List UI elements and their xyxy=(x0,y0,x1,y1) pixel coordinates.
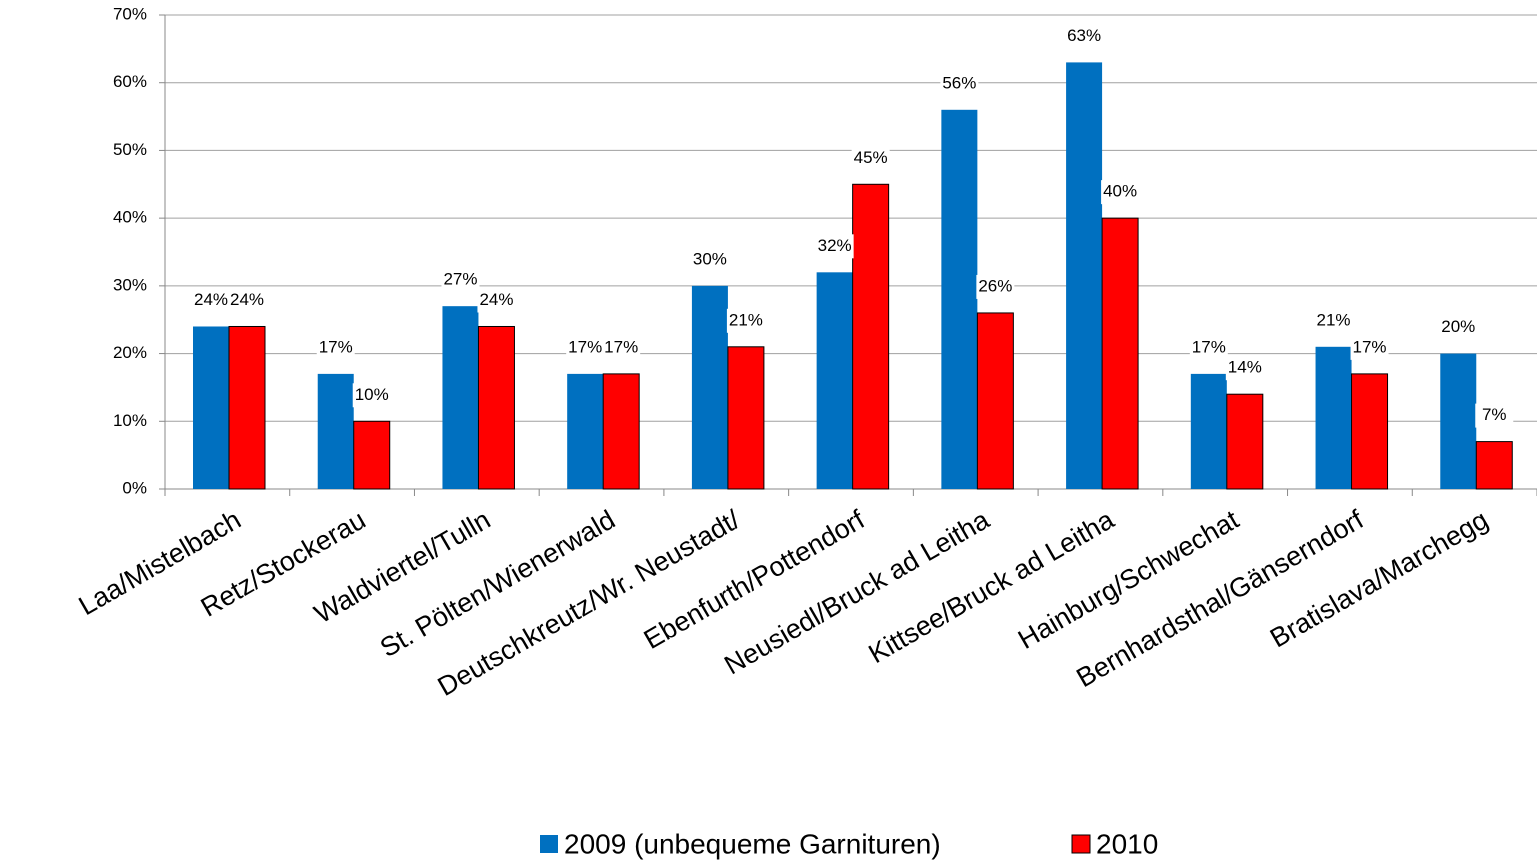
label-bg xyxy=(228,288,266,313)
value-label: 17% xyxy=(319,337,353,356)
label-bg xyxy=(1101,180,1140,205)
value-label: 17% xyxy=(604,337,638,356)
x-tick-label: Bratislava/Marchegg xyxy=(1265,504,1493,653)
x-tick-label: Ebenfurth/Pottendorf xyxy=(639,504,870,655)
y-tick-label: 50% xyxy=(113,140,147,159)
value-label: 24% xyxy=(479,290,513,309)
bar xyxy=(852,183,890,490)
value-label: 45% xyxy=(854,148,888,167)
label-bg xyxy=(602,335,641,360)
bar xyxy=(228,325,266,490)
y-tick-label: 60% xyxy=(113,72,147,91)
label-bg xyxy=(1475,403,1514,428)
label-bg xyxy=(441,268,480,293)
label-bg xyxy=(352,383,391,408)
bar xyxy=(1440,353,1477,489)
bar xyxy=(1351,373,1389,490)
bar xyxy=(1315,346,1352,489)
bar xyxy=(1226,393,1264,490)
y-tick-label: 20% xyxy=(113,343,147,362)
bar xyxy=(353,420,391,490)
y-tick-label: 30% xyxy=(113,275,147,294)
bar xyxy=(1475,441,1513,490)
y-tick-label: 40% xyxy=(113,208,147,227)
label-bg xyxy=(477,288,516,313)
bar xyxy=(1066,62,1103,490)
bar xyxy=(567,373,604,489)
value-label: 26% xyxy=(978,276,1012,295)
label-bg xyxy=(1225,356,1264,381)
value-label: 14% xyxy=(1228,358,1262,377)
value-label: 63% xyxy=(1067,26,1101,45)
value-label: 20% xyxy=(1441,317,1475,336)
bar xyxy=(727,346,765,490)
x-tick-label: Hainburg/Schwechat xyxy=(1013,504,1244,655)
label-bg xyxy=(726,308,765,333)
bar xyxy=(477,325,515,490)
legend-label: 2009 (unbequeme Garnituren) xyxy=(564,828,941,859)
value-label: 21% xyxy=(1317,310,1351,329)
value-label: 27% xyxy=(443,270,477,289)
legend-label: 2010 xyxy=(1096,828,1158,859)
value-label: 10% xyxy=(355,385,389,404)
label-bg xyxy=(1439,315,1478,340)
bar xyxy=(317,373,354,489)
value-label: 40% xyxy=(1103,182,1137,201)
label-bg xyxy=(192,288,230,313)
value-label: 7% xyxy=(1482,405,1507,424)
value-label: 17% xyxy=(1192,337,1226,356)
bar xyxy=(976,312,1014,490)
value-label: 24% xyxy=(230,290,264,309)
bar xyxy=(691,285,728,489)
label-bg xyxy=(316,335,355,360)
bar xyxy=(193,326,229,489)
label-bg xyxy=(566,335,605,360)
label-bg xyxy=(851,146,890,171)
value-label: 17% xyxy=(568,337,602,356)
y-tick-label: 70% xyxy=(113,4,147,23)
value-label: 21% xyxy=(729,310,763,329)
label-bg xyxy=(690,247,729,272)
label-bg xyxy=(1350,335,1389,360)
bar xyxy=(602,373,640,490)
value-label: 24% xyxy=(194,290,228,309)
value-label: 32% xyxy=(818,236,852,255)
label-bg xyxy=(1065,24,1104,49)
label-bg xyxy=(1189,335,1228,360)
y-tick-label: 10% xyxy=(113,411,147,430)
legend-swatch xyxy=(1071,834,1091,854)
bar xyxy=(1101,217,1139,490)
value-label: 17% xyxy=(1353,337,1387,356)
label-bg xyxy=(815,234,854,259)
label-bg xyxy=(940,71,979,96)
value-label: 56% xyxy=(942,73,976,92)
bar xyxy=(941,109,978,490)
value-label: 30% xyxy=(693,249,727,268)
label-bg xyxy=(1314,308,1353,333)
label-bg xyxy=(976,274,1015,299)
y-tick-label: 0% xyxy=(122,478,147,497)
bar xyxy=(816,272,853,489)
legend-swatch xyxy=(540,835,558,853)
bar xyxy=(442,306,479,489)
bar xyxy=(1190,373,1227,489)
